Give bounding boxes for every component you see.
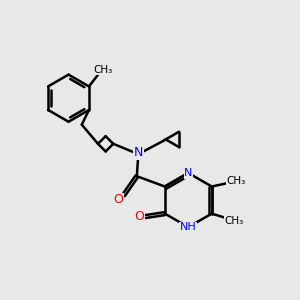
Text: O: O: [113, 193, 123, 206]
Text: CH₃: CH₃: [225, 216, 244, 226]
Text: CH₃: CH₃: [93, 64, 112, 75]
Text: N: N: [134, 146, 143, 159]
Text: O: O: [134, 210, 144, 223]
Text: CH₃: CH₃: [226, 176, 245, 186]
Text: NH: NH: [180, 222, 197, 232]
Text: N: N: [184, 168, 193, 178]
